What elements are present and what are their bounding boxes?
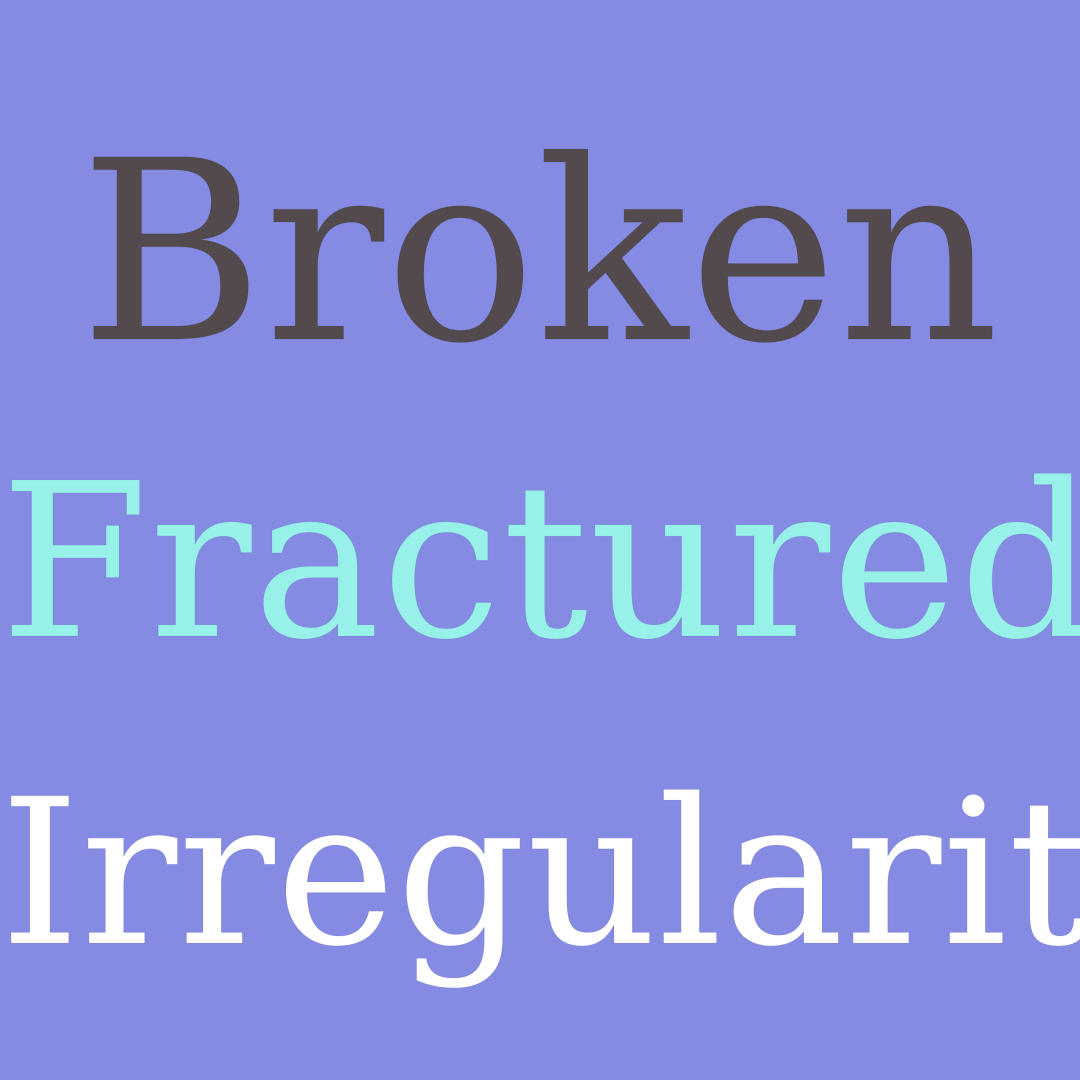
word-fractured: Fractured: [0, 438, 1080, 687]
word-broken: Broken: [79, 107, 1001, 398]
word-irregularity: Irregularity: [0, 755, 1080, 991]
